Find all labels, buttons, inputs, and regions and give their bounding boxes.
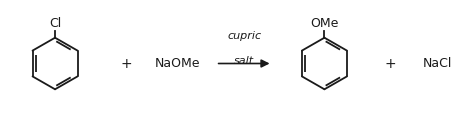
Text: +: + [120,57,132,70]
Text: Cl: Cl [49,17,61,30]
Text: OMe: OMe [310,17,338,30]
Text: cupric: cupric [227,31,261,41]
Text: +: + [385,57,396,70]
Text: salt: salt [234,56,254,66]
Text: NaOMe: NaOMe [155,57,201,70]
Text: NaCl: NaCl [423,57,453,70]
